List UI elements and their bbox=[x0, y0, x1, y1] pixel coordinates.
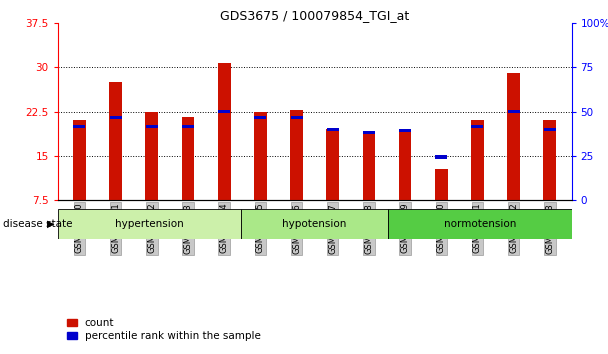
Text: hypotension: hypotension bbox=[283, 219, 347, 229]
Bar bbox=[471, 120, 484, 200]
FancyBboxPatch shape bbox=[58, 209, 241, 239]
Bar bbox=[507, 73, 520, 200]
Text: normotension: normotension bbox=[444, 219, 516, 229]
Bar bbox=[544, 120, 556, 200]
Bar bbox=[435, 169, 447, 200]
Legend: count, percentile rank within the sample: count, percentile rank within the sample bbox=[63, 314, 265, 345]
Bar bbox=[145, 112, 158, 200]
Bar bbox=[73, 120, 86, 200]
Bar bbox=[109, 82, 122, 200]
Bar bbox=[74, 125, 86, 128]
Bar bbox=[544, 127, 556, 131]
Bar bbox=[508, 110, 520, 113]
Bar bbox=[254, 116, 266, 119]
Bar bbox=[435, 155, 447, 159]
Bar bbox=[182, 118, 195, 200]
Bar bbox=[362, 131, 375, 200]
FancyBboxPatch shape bbox=[241, 209, 388, 239]
Text: disease state: disease state bbox=[3, 219, 72, 229]
Bar bbox=[471, 125, 483, 128]
Text: hypertension: hypertension bbox=[115, 219, 184, 229]
Bar bbox=[182, 125, 194, 128]
Bar bbox=[109, 116, 122, 119]
Bar bbox=[254, 112, 267, 200]
Bar bbox=[326, 129, 339, 200]
Bar bbox=[363, 131, 375, 134]
Bar bbox=[218, 110, 230, 113]
Bar bbox=[399, 129, 411, 132]
Bar bbox=[218, 63, 230, 200]
Text: ▶: ▶ bbox=[47, 219, 55, 229]
Bar bbox=[146, 125, 158, 128]
Bar bbox=[290, 110, 303, 200]
Title: GDS3675 / 100079854_TGI_at: GDS3675 / 100079854_TGI_at bbox=[220, 9, 409, 22]
Bar bbox=[291, 116, 303, 119]
Bar bbox=[399, 130, 412, 200]
FancyBboxPatch shape bbox=[388, 209, 572, 239]
Bar bbox=[326, 127, 339, 131]
